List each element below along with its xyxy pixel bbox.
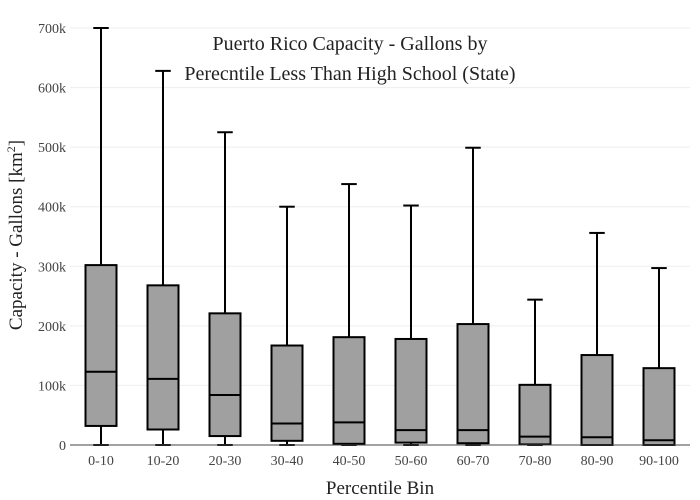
box-10-20 — [146, 69, 180, 446]
box-0-10 — [84, 27, 118, 446]
box-50-60 — [394, 204, 428, 446]
x-tick-label: 70-80 — [519, 454, 552, 469]
iqr-box — [456, 323, 490, 445]
iqr-box — [208, 312, 242, 438]
x-tick-label: 0-10 — [88, 454, 114, 469]
y-axis-title-main: Capacity - Gallons [km — [6, 152, 27, 330]
chart-title-line-1: Puerto Rico Capacity - Gallons by — [213, 33, 488, 55]
y-axis-title-superscript: 2 — [4, 146, 18, 152]
iqr-box — [580, 354, 614, 447]
y-axis-ticks: 0 100k 200k 300k 400k 500k 600k 700k — [38, 22, 66, 454]
box-40-50 — [332, 183, 366, 446]
x-tick-label: 20-30 — [209, 454, 242, 469]
y-tick-label: 0 — [59, 439, 66, 454]
y-tick-label: 200k — [38, 320, 66, 335]
iqr-box — [518, 383, 552, 446]
x-tick-label: 40-50 — [333, 454, 366, 469]
x-tick-label: 80-90 — [581, 454, 614, 469]
box-series — [84, 27, 676, 447]
chart-title-line-2: Perecntile Less Than High School (State) — [184, 63, 515, 85]
iqr-box — [394, 337, 428, 444]
box-60-70 — [456, 146, 490, 446]
iqr-box — [146, 284, 180, 431]
iqr-box — [84, 264, 118, 427]
y-tick-label: 500k — [38, 141, 66, 156]
x-axis-ticks: 0-10 10-20 20-30 30-40 40-50 50-60 60-70 70-80 8… — [88, 454, 679, 469]
y-tick-label: 700k — [38, 22, 66, 37]
iqr-box — [332, 336, 366, 445]
box-90-100 — [642, 267, 676, 447]
x-tick-label: 10-20 — [147, 454, 180, 469]
y-axis-title-end: ] — [6, 140, 27, 146]
box-70-80 — [518, 298, 552, 446]
box-30-40 — [270, 205, 304, 446]
box-80-90 — [580, 231, 614, 447]
y-tick-label: 300k — [38, 260, 66, 275]
x-tick-label: 60-70 — [457, 454, 490, 469]
x-tick-label: 50-60 — [395, 454, 428, 469]
y-axis-title: Capacity - Gallons [km2] — [4, 140, 27, 330]
y-tick-label: 600k — [38, 82, 66, 97]
x-axis-title: Percentile Bin — [326, 478, 435, 499]
y-tick-label: 400k — [38, 201, 66, 216]
x-tick-label: 30-40 — [271, 454, 304, 469]
box-20-30 — [208, 131, 242, 446]
iqr-box — [642, 367, 676, 447]
x-tick-label: 90-100 — [639, 454, 679, 469]
iqr-box — [270, 344, 304, 442]
y-tick-label: 100k — [38, 379, 66, 394]
